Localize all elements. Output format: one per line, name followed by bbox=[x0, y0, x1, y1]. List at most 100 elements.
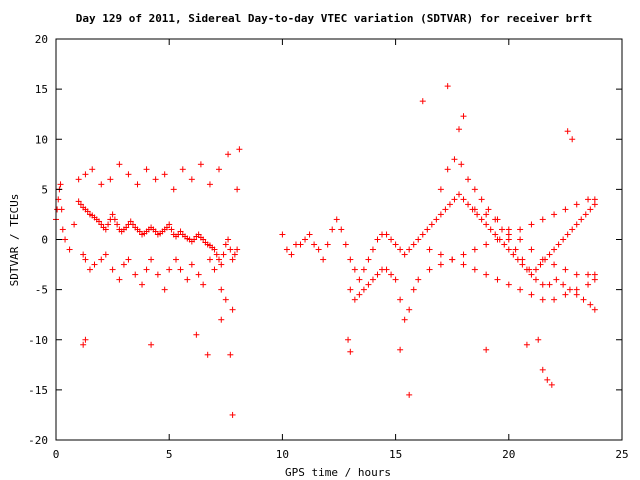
data-point bbox=[587, 301, 594, 308]
data-point bbox=[546, 251, 553, 258]
data-point bbox=[102, 251, 109, 258]
data-point bbox=[573, 271, 580, 278]
data-point bbox=[573, 286, 580, 293]
data-point bbox=[437, 186, 444, 193]
data-point bbox=[227, 351, 234, 358]
data-point bbox=[211, 246, 218, 253]
data-point bbox=[218, 316, 225, 323]
data-point bbox=[591, 201, 598, 208]
data-point bbox=[229, 411, 236, 418]
data-point bbox=[582, 211, 589, 218]
data-point bbox=[406, 246, 413, 253]
data-point bbox=[116, 276, 123, 283]
data-point bbox=[437, 261, 444, 268]
data-point bbox=[166, 266, 173, 273]
data-point bbox=[585, 271, 592, 278]
data-point bbox=[82, 256, 89, 263]
data-point bbox=[483, 211, 490, 218]
data-point bbox=[139, 281, 146, 288]
data-point bbox=[114, 221, 121, 228]
data-point bbox=[501, 241, 508, 248]
data-point bbox=[288, 251, 295, 258]
data-point bbox=[471, 246, 478, 253]
data-point bbox=[519, 261, 526, 268]
data-point bbox=[102, 226, 109, 233]
data-point bbox=[451, 156, 458, 163]
data-point bbox=[231, 251, 238, 258]
data-point bbox=[347, 348, 354, 355]
data-point bbox=[374, 236, 381, 243]
x-axis-label: GPS time / hours bbox=[285, 466, 391, 479]
data-point bbox=[519, 256, 526, 263]
data-point bbox=[229, 306, 236, 313]
data-point bbox=[123, 224, 130, 231]
data-point bbox=[428, 221, 435, 228]
data-point bbox=[401, 251, 408, 258]
data-point bbox=[211, 266, 218, 273]
data-point bbox=[505, 226, 512, 233]
data-point bbox=[397, 296, 404, 303]
x-tick-label: 20 bbox=[502, 448, 515, 461]
data-point bbox=[562, 206, 569, 213]
data-point bbox=[458, 161, 465, 168]
data-point bbox=[578, 216, 585, 223]
data-point bbox=[58, 206, 65, 213]
data-point bbox=[483, 346, 490, 353]
data-point bbox=[216, 256, 223, 263]
data-point bbox=[109, 211, 116, 218]
data-point bbox=[143, 266, 150, 273]
data-point bbox=[564, 231, 571, 238]
data-point bbox=[333, 216, 340, 223]
data-point bbox=[455, 191, 462, 198]
data-point bbox=[551, 246, 558, 253]
data-point bbox=[492, 231, 499, 238]
data-point bbox=[168, 226, 175, 233]
data-point bbox=[279, 231, 286, 238]
data-point bbox=[369, 246, 376, 253]
data-point bbox=[351, 296, 358, 303]
data-point bbox=[163, 224, 170, 231]
data-point bbox=[216, 166, 223, 173]
data-point bbox=[195, 271, 202, 278]
data-point bbox=[499, 226, 506, 233]
data-point bbox=[170, 186, 177, 193]
x-tick-label: 25 bbox=[615, 448, 628, 461]
data-points bbox=[53, 83, 598, 418]
data-point bbox=[59, 226, 66, 233]
data-point bbox=[460, 261, 467, 268]
y-tick-label: 0 bbox=[41, 234, 48, 247]
data-point bbox=[526, 266, 533, 273]
data-point bbox=[591, 271, 598, 278]
data-point bbox=[161, 286, 168, 293]
data-point bbox=[471, 206, 478, 213]
data-point bbox=[460, 251, 467, 258]
data-point bbox=[143, 166, 150, 173]
data-point bbox=[98, 256, 105, 263]
data-point bbox=[82, 336, 89, 343]
data-point bbox=[560, 236, 567, 243]
data-point bbox=[539, 366, 546, 373]
plot-axes: 0 5 10 15 20 25 -20 -15 -10 -5 0 5 10 15 20 bbox=[28, 33, 629, 461]
data-point bbox=[200, 281, 207, 288]
data-point bbox=[105, 221, 112, 228]
chart-title: Day 129 of 2011, Sidereal Day-to-day VTE… bbox=[76, 12, 593, 25]
data-point bbox=[415, 276, 422, 283]
data-point bbox=[324, 241, 331, 248]
data-point bbox=[127, 218, 134, 225]
data-point bbox=[342, 241, 349, 248]
data-point bbox=[220, 251, 227, 258]
data-point bbox=[77, 201, 84, 208]
data-point bbox=[437, 211, 444, 218]
data-point bbox=[302, 236, 309, 243]
data-point bbox=[551, 211, 558, 218]
data-point bbox=[283, 246, 290, 253]
data-point bbox=[410, 286, 417, 293]
data-point bbox=[351, 266, 358, 273]
y-tick-label: -5 bbox=[35, 284, 48, 297]
data-point bbox=[585, 281, 592, 288]
data-point bbox=[383, 231, 390, 238]
data-point bbox=[494, 216, 501, 223]
data-point bbox=[200, 236, 207, 243]
data-point bbox=[152, 176, 159, 183]
